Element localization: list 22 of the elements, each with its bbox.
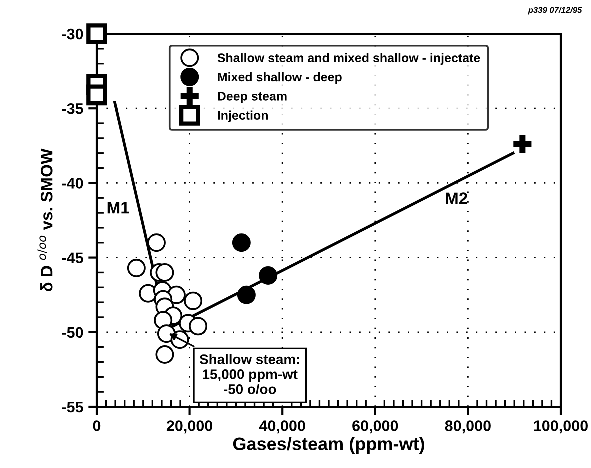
annotation: Shallow steam: 15,000 ppm-wt -50 o/oo: [200, 354, 300, 394]
legend-label: Mixed shallow - deep: [218, 72, 342, 84]
legend-label: Deep steam: [218, 92, 287, 104]
y-tick-label: -55: [62, 402, 84, 413]
legend-label: Injection: [218, 110, 268, 122]
y-tick-label: -30: [62, 28, 84, 40]
text: p339 07/12/95: [528, 7, 582, 15]
y-tick-label: -45: [62, 252, 84, 264]
x-tick-label: 20,000: [166, 420, 213, 434]
x-tick-label: 60,000: [352, 420, 398, 434]
x-tick-label: 100,000: [534, 420, 588, 434]
y-tick-label: -50: [62, 327, 84, 338]
x-tick-label: 80,000: [445, 420, 491, 434]
legend-label: Shallow steam and mixed shallow - injectate: [218, 53, 480, 65]
y-axis-title: δ D $^{o/oo}$ vs. SMOW: [38, 148, 53, 292]
y-tick-label: -40: [62, 178, 84, 189]
annotation: M1: [108, 202, 130, 214]
x-tick-label: 0: [93, 420, 101, 432]
y-tick-label: -35: [62, 103, 84, 114]
x-tick-label: 40,000: [259, 420, 306, 434]
x-axis-title: Gases/steam (ppm-wt): [233, 437, 424, 454]
annotation: M2: [446, 192, 468, 204]
